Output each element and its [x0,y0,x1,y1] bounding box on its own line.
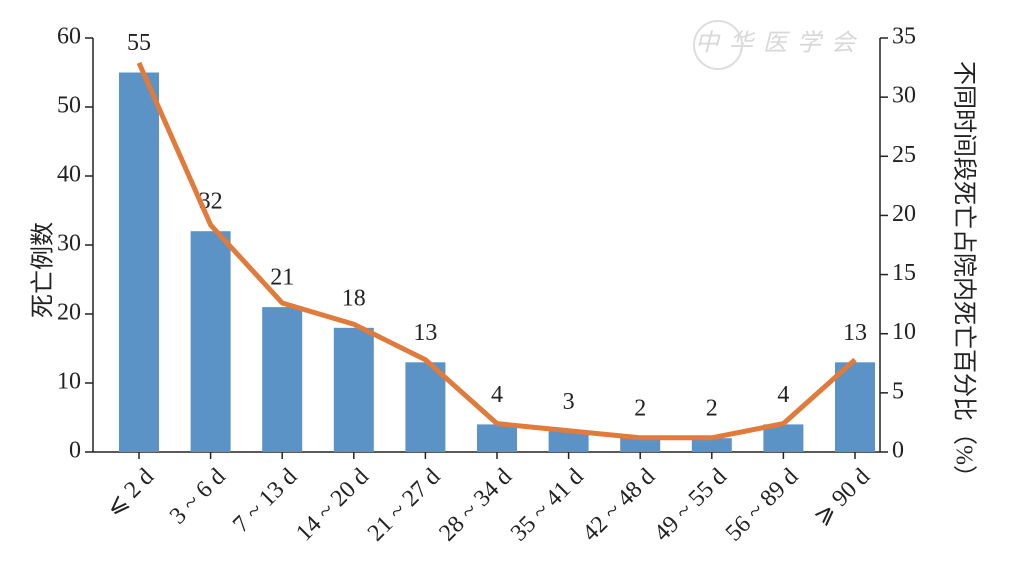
y-tick-label: 30 [57,231,81,257]
bar [262,307,303,452]
bar [548,431,589,452]
y-tick-label: 10 [57,369,81,395]
watermark: 中华医学会 [695,30,865,57]
value-label: 4 [777,382,789,408]
bar [477,424,517,452]
x-tick-label: 49 ~ 55 d [649,464,732,547]
y2-tick-label: 20 [892,201,916,227]
x-tick-label: ⩾ 90 d [809,464,876,531]
value-label: 55 [127,30,151,56]
watermark-logo [693,20,743,70]
y2-tick-label: 30 [892,83,916,109]
y2-axis-label: 不同时间段死亡占院内死亡百分比（%） [950,61,977,489]
x-tick-label: 42 ~ 48 d [578,464,661,547]
value-label: 18 [342,285,366,311]
y-tick-label: 60 [57,24,81,50]
bar [691,438,732,452]
y-tick-label: 50 [57,93,81,119]
value-label: 13 [413,320,437,346]
x-tick-label: 56 ~ 89 d [721,464,804,547]
bar [763,424,804,452]
y-tick-label: 0 [69,438,81,464]
value-label: 21 [270,265,294,291]
value-label: 4 [491,382,503,408]
y-tick-label: 40 [57,162,81,188]
y2-tick-label: 10 [892,319,916,345]
y2-tick-label: 25 [892,142,916,168]
value-label: 13 [843,320,867,346]
x-tick-label: 14 ~ 20 d [291,464,374,547]
bar [620,438,661,452]
y2-tick-label: 0 [892,438,904,464]
bar [835,362,875,452]
y2-tick-label: 35 [892,24,916,50]
value-label: 2 [634,396,646,422]
x-tick-label: 21 ~ 27 d [363,464,446,547]
line [136,61,857,441]
y-tick-label: 20 [57,300,81,326]
value-label: 2 [706,396,718,422]
bar [190,231,231,452]
bar [405,362,446,452]
bar [119,72,159,452]
x-tick-label: ⩽ 2 d [101,464,159,522]
bar [333,327,374,452]
x-tick-label: 35 ~ 41 d [506,464,589,547]
y2-tick-label: 5 [892,378,904,404]
value-label: 3 [563,389,575,415]
y-axis-label: 死亡例数 [30,222,57,318]
y2-tick-label: 15 [892,260,916,286]
x-tick-label: 28 ~ 34 d [434,464,517,547]
x-tick-label: 3 ~ 6 d [165,464,231,530]
